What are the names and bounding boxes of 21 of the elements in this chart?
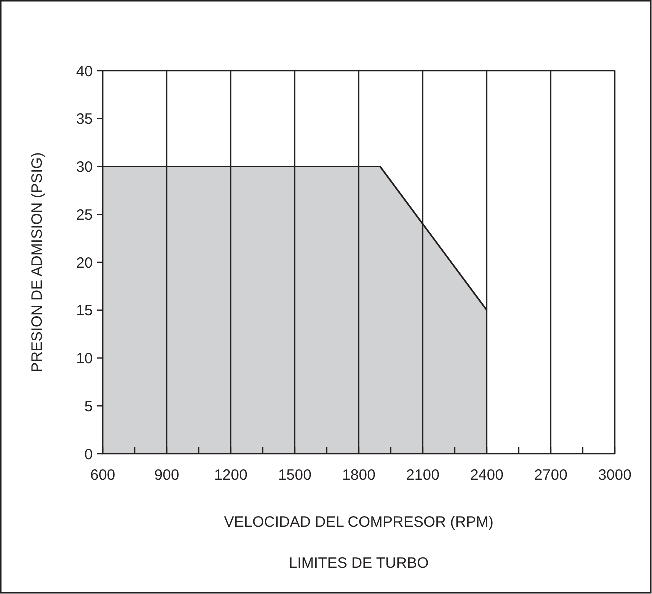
x-tick-label: 2100 <box>406 467 440 484</box>
y-tick-label: 25 <box>76 206 93 224</box>
text: LIMITES DE TURBO <box>289 555 429 572</box>
y-tick-label: 30 <box>76 159 93 176</box>
y-tick-label: 35 <box>76 111 93 128</box>
x-tick-label: 1500 <box>278 467 312 484</box>
y-axis-title: PRESION DE ADMISION (PSIG) <box>29 152 46 373</box>
x-tick-label: 3000 <box>598 467 632 484</box>
x-tick-label: 600 <box>90 467 116 484</box>
x-tick-label: 900 <box>154 467 180 484</box>
x-tick-label: 1200 <box>214 467 248 484</box>
x-tick-label: 2700 <box>534 467 568 484</box>
x-tick-label: 2400 <box>470 467 504 484</box>
x-axis-title: VELOCIDAD DEL COMPRESOR (RPM) <box>224 514 494 531</box>
y-tick-label: 20 <box>76 254 93 272</box>
y-tick-label: 0 <box>84 446 93 464</box>
x-tick-label: 1800 <box>342 467 376 484</box>
y-tick-label: 40 <box>76 63 93 80</box>
y-tick-label: 10 <box>76 350 93 368</box>
y-tick-label: 15 <box>76 302 93 320</box>
y-tick-label: 5 <box>84 398 93 416</box>
